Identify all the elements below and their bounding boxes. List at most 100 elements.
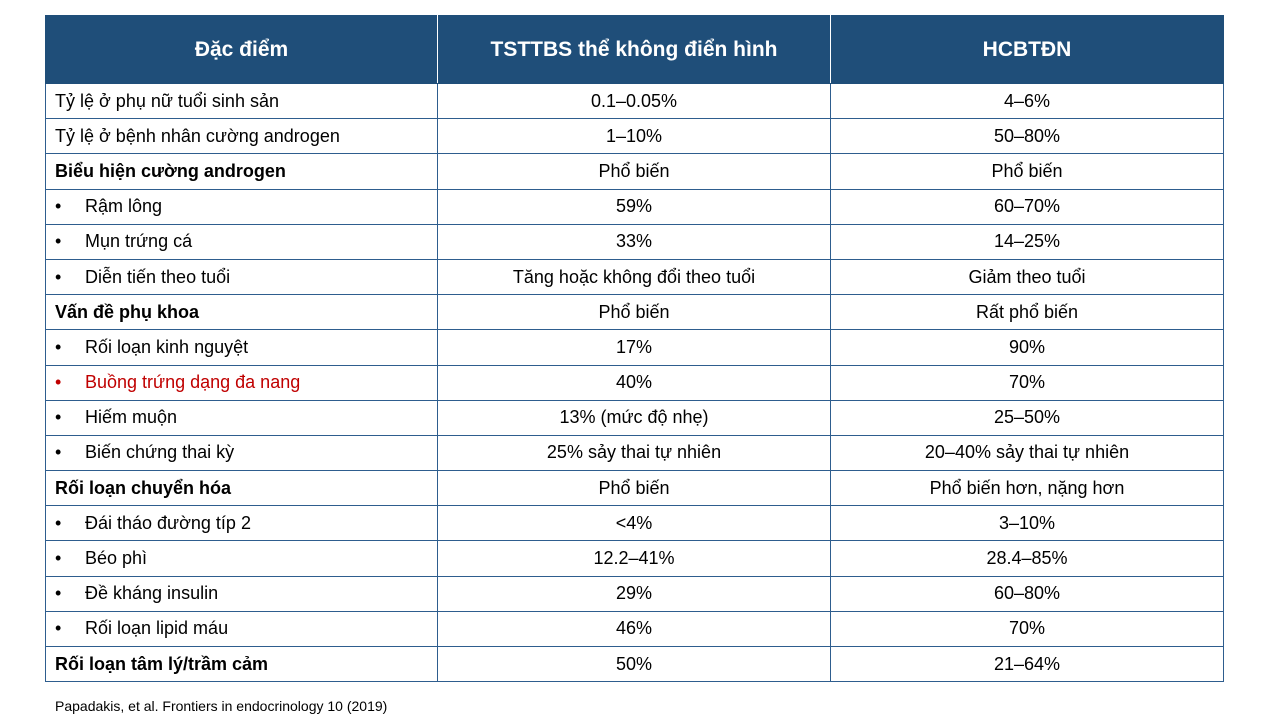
feature-cell: • Biến chứng thai kỳ [45,434,438,472]
table-row: • Buồng trứng dạng đa nang 40% 70% [45,364,1224,401]
feature-label: Biến chứng thai kỳ [85,442,235,463]
nccah-value-cell: 13% (mức độ nhẹ) [437,399,831,436]
table-row: • Diễn tiến theo tuổi Tăng hoặc không đổi … [45,258,1224,296]
feature-label: Tỷ lệ ở phụ nữ tuổi sinh sản [55,90,279,111]
pcos-value-cell: 60–80% [830,575,1224,612]
table-row: • Đề kháng insulin 29% 60–80% [45,575,1224,612]
pcos-value-cell: 70% [830,610,1224,648]
feature-cell: • Rậm lông [45,188,438,225]
header-feature: Đặc điểm [45,15,438,84]
bullet-icon: • [55,548,62,569]
header-row: Đặc điểm TSTTBS thể không điển hình HCBT… [45,15,1224,84]
bullet-icon: • [55,266,62,287]
feature-cell: • Đái tháo đường típ 2 [45,505,438,542]
pcos-value-cell: Phổ biến hơn, nặng hơn [830,470,1224,507]
bullet-icon: • [55,407,62,428]
bullet-icon: • [55,196,62,217]
table-row: • Hiếm muộn 13% (mức độ nhẹ) 25–50% [45,399,1224,436]
pcos-value-cell: Giảm theo tuổi [830,258,1224,296]
table-row: Rối loạn chuyển hóa Phổ biến Phổ biến hơn,… [45,470,1224,507]
feature-label: Rối loạn chuyển hóa [55,477,232,498]
table-row: Tỷ lệ ở phụ nữ tuổi sinh sản 0.1–0.05% 4–6… [45,82,1224,120]
header-nccah: TSTTBS thể không điển hình [437,15,831,84]
pcos-value-cell: 4–6% [830,82,1224,120]
nccah-value-cell: Phổ biến [437,470,831,507]
table-row: • Rối loạn kinh nguyệt 17% 90% [45,329,1224,366]
bullet-icon: • [55,512,62,533]
comparison-table: Đặc điểm TSTTBS thể không điển hình HCBT… [45,15,1224,683]
feature-cell: • Mụn trứng cá [45,223,438,260]
nccah-value-cell: Tăng hoặc không đổi theo tuổi [437,258,831,296]
table-row: • Rậm lông 59% 60–70% [45,188,1224,225]
table-row: Rối loạn tâm lý/trầm cảm 50% 21–64% [45,645,1224,683]
feature-cell: Rối loạn tâm lý/trầm cảm [45,645,438,683]
feature-label: Rối loạn kinh nguyệt [85,336,249,357]
bullet-icon: • [55,618,62,639]
feature-label: Rậm lông [85,196,163,217]
table-row: Tỷ lệ ở bệnh nhân cường androgen 1–10% 50–… [45,118,1224,155]
nccah-value-cell: 1–10% [437,118,831,155]
nccah-value-cell: 12.2–41% [437,540,831,577]
table-row: • Rối loạn lipid máu 46% 70% [45,610,1224,648]
table-body: Tỷ lệ ở phụ nữ tuổi sinh sản 0.1–0.05% 4–6… [45,82,1224,683]
nccah-value-cell: 33% [437,223,831,260]
feature-cell: • Hiếm muộn [45,399,438,436]
feature-label: Biểu hiện cường androgen [55,160,286,181]
feature-cell: • Buồng trứng dạng đa nang [45,364,438,401]
feature-cell: Biểu hiện cường androgen [45,153,438,190]
nccah-value-cell: 17% [437,329,831,366]
feature-cell: Tỷ lệ ở phụ nữ tuổi sinh sản [45,82,438,120]
feature-cell: Tỷ lệ ở bệnh nhân cường androgen [45,118,438,155]
pcos-value-cell: 90% [830,329,1224,366]
pcos-value-cell: 21–64% [830,645,1224,683]
nccah-value-cell: 50% [437,645,831,683]
feature-cell: Vấn đề phụ khoa [45,294,438,331]
pcos-value-cell: 60–70% [830,188,1224,225]
nccah-value-cell: 0.1–0.05% [437,82,831,120]
feature-label: Rối loạn lipid máu [85,618,229,639]
table-row: • Biến chứng thai kỳ 25% sảy thai tự nhiên… [45,434,1224,472]
nccah-value-cell: 40% [437,364,831,401]
table-row: Biểu hiện cường androgen Phổ biến Phổ biến [45,153,1224,190]
header-pcos: HCBTĐN [830,15,1224,84]
feature-label: Diễn tiến theo tuổi [85,266,231,287]
bullet-icon: • [55,336,62,357]
nccah-value-cell: 25% sảy thai tự nhiên [437,434,831,472]
nccah-value-cell: Phổ biến [437,153,831,190]
citation: Papadakis, et al. Frontiers in endocrino… [55,698,388,714]
feature-cell: Rối loạn chuyển hóa [45,470,438,507]
feature-cell: • Rối loạn kinh nguyệt [45,329,438,366]
pcos-value-cell: Phổ biến [830,153,1224,190]
pcos-value-cell: 25–50% [830,399,1224,436]
nccah-value-cell: 29% [437,575,831,612]
feature-label: Buồng trứng dạng đa nang [85,372,301,393]
feature-label: Đề kháng insulin [85,583,219,604]
pcos-value-cell: 70% [830,364,1224,401]
pcos-value-cell: Rất phổ biến [830,294,1224,331]
table-row: • Đái tháo đường típ 2 <4% 3–10% [45,505,1224,542]
nccah-value-cell: <4% [437,505,831,542]
feature-cell: • Rối loạn lipid máu [45,610,438,648]
feature-label: Vấn đề phụ khoa [55,301,200,322]
feature-label: Tỷ lệ ở bệnh nhân cường androgen [55,125,340,146]
feature-label: Hiếm muộn [85,407,178,428]
feature-cell: • Đề kháng insulin [45,575,438,612]
bullet-icon: • [55,442,62,463]
feature-label: Mụn trứng cá [85,231,193,252]
bullet-icon: • [55,372,62,393]
feature-cell: • Béo phì [45,540,438,577]
bullet-icon: • [55,231,62,252]
table-row: Vấn đề phụ khoa Phổ biến Rất phổ biến [45,294,1224,331]
pcos-value-cell: 20–40% sảy thai tự nhiên [830,434,1224,472]
nccah-value-cell: 46% [437,610,831,648]
nccah-value-cell: Phổ biến [437,294,831,331]
pcos-value-cell: 3–10% [830,505,1224,542]
table-row: • Mụn trứng cá 33% 14–25% [45,223,1224,260]
feature-cell: • Diễn tiến theo tuổi [45,258,438,296]
table-row: • Béo phì 12.2–41% 28.4–85% [45,540,1224,577]
feature-label: Béo phì [85,548,148,569]
nccah-value-cell: 59% [437,188,831,225]
feature-label: Đái tháo đường típ 2 [85,512,251,533]
pcos-value-cell: 14–25% [830,223,1224,260]
pcos-value-cell: 28.4–85% [830,540,1224,577]
